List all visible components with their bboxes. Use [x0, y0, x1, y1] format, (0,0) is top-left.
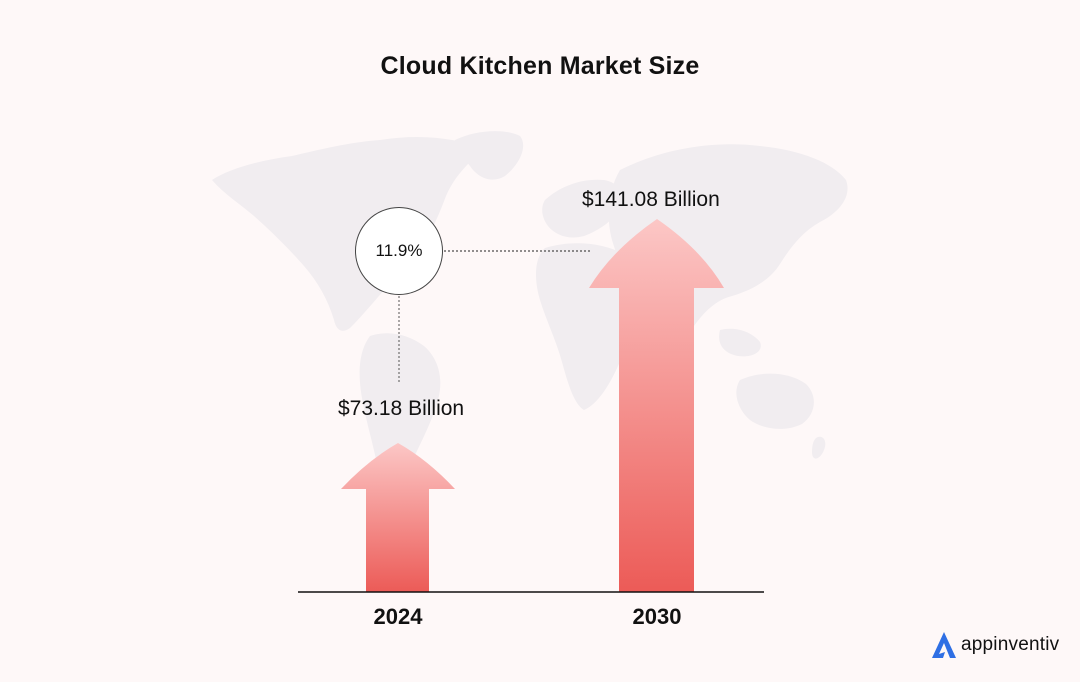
- value-label-2030: $141.08 Billion: [582, 188, 720, 211]
- chart-title: Cloud Kitchen Market Size: [380, 52, 700, 80]
- bar-arrow-2024: [341, 443, 455, 592]
- world-map-background: [212, 131, 848, 518]
- brand-logo: appinventiv: [931, 630, 1059, 660]
- year-label-2030: 2030: [632, 604, 682, 629]
- cagr-badge: 11.9%: [355, 207, 443, 295]
- value-label-2024: $73.18 Billion: [338, 397, 465, 420]
- appinventiv-logo-icon: [932, 632, 956, 658]
- brand-name: appinventiv: [961, 634, 1060, 655]
- cagr-label: 11.9%: [375, 241, 423, 260]
- bar-arrow-2030: [589, 219, 724, 592]
- year-label-2024: 2024: [373, 604, 423, 629]
